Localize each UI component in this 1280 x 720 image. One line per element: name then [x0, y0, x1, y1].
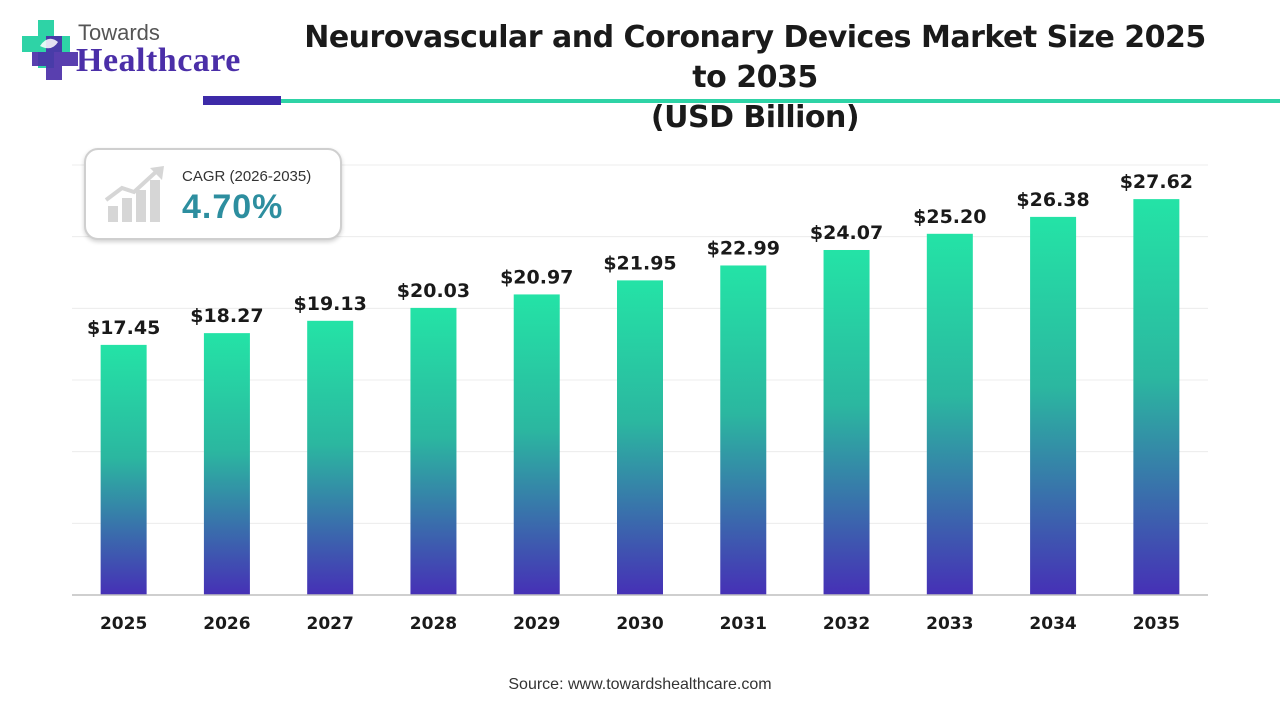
- bar-2035: [1133, 199, 1180, 595]
- title-line-1: Neurovascular and Coronary Devices Marke…: [304, 20, 1206, 95]
- bar-2030: [617, 280, 663, 595]
- value-label-2032: $24.07: [810, 222, 883, 244]
- brand-logo: Towards Healthcare: [18, 16, 248, 86]
- page-title: Neurovascular and Coronary Devices Marke…: [290, 18, 1220, 138]
- bar-2026: [203, 333, 250, 595]
- value-label-2034: $26.38: [1016, 189, 1089, 211]
- cagr-value: 4.70%: [182, 188, 284, 226]
- bar-2031: [720, 265, 767, 595]
- bar-2028: [410, 307, 457, 595]
- bar-2033: [926, 233, 973, 596]
- value-label-2027: $19.13: [294, 293, 367, 315]
- x-tick-2035: 2035: [1133, 614, 1180, 634]
- x-tick-2025: 2025: [100, 614, 147, 634]
- x-tick-2027: 2027: [307, 614, 354, 634]
- medical-cross-icon: [22, 20, 78, 80]
- brand-line-1: Towards: [78, 20, 160, 45]
- x-tick-2026: 2026: [203, 614, 250, 634]
- title-line-2: (USD Billion): [650, 100, 860, 135]
- value-label-2031: $22.99: [707, 237, 780, 259]
- value-label-2026: $18.27: [190, 305, 263, 327]
- bar-2025: [100, 344, 147, 595]
- growth-chart-icon: [104, 166, 164, 222]
- x-tick-2030: 2030: [616, 614, 663, 634]
- header-accent-purple: [203, 96, 281, 105]
- x-tick-2028: 2028: [410, 614, 457, 634]
- value-label-2033: $25.20: [913, 206, 986, 228]
- x-tick-2029: 2029: [513, 614, 560, 634]
- cagr-callout: CAGR (2026-2035) 4.70%: [84, 148, 342, 240]
- x-tick-2032: 2032: [823, 614, 870, 634]
- x-tick-2033: 2033: [926, 614, 973, 634]
- bar-2032: [823, 249, 870, 595]
- x-tick-labels: 2025 2026 2027 2028 2029 2030 2031 2032 2033 2034…: [100, 614, 1180, 634]
- bars: [100, 199, 1180, 596]
- value-label-2030: $21.95: [603, 252, 676, 274]
- bar-2029: [513, 294, 560, 595]
- x-tick-2031: 2031: [720, 614, 767, 634]
- bar-2027: [307, 320, 354, 595]
- header-accent-teal: [281, 99, 1280, 103]
- value-labels: $17.45 $18.27 $19.13 $20.03 $20.97 $21.95 $22.…: [87, 171, 1193, 339]
- value-label-2025: $17.45: [87, 317, 160, 339]
- cagr-label: CAGR (2026-2035): [182, 168, 312, 185]
- value-label-2028: $20.03: [397, 280, 470, 302]
- value-label-2029: $20.97: [500, 266, 573, 288]
- bar-2034: [1030, 216, 1077, 596]
- x-tick-2034: 2034: [1029, 614, 1076, 634]
- source-note: Source: www.towardshealthcare.com: [508, 676, 772, 693]
- brand-line-2: Healthcare: [76, 42, 241, 79]
- value-label-2035: $27.62: [1120, 171, 1193, 193]
